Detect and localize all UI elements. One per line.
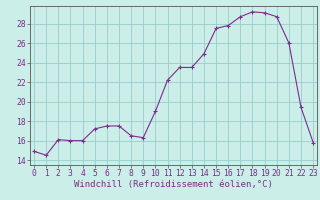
X-axis label: Windchill (Refroidissement éolien,°C): Windchill (Refroidissement éolien,°C)	[74, 180, 273, 189]
